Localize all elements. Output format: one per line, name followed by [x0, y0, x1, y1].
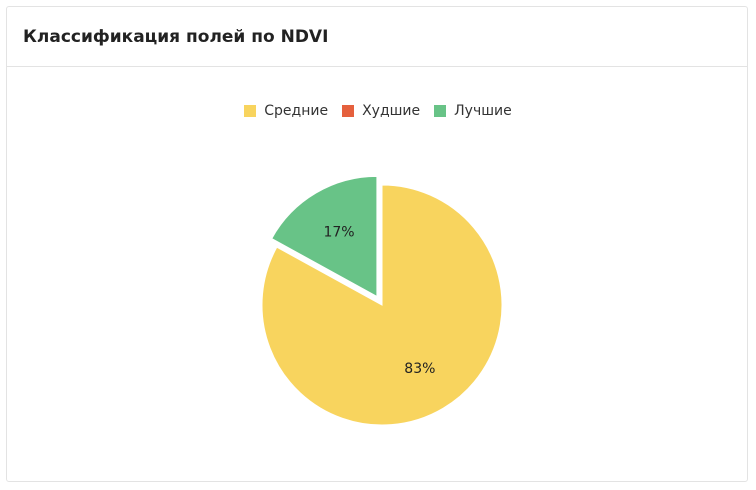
legend-item[interactable]: Худшие	[342, 103, 420, 119]
card-title: Классификация полей по NDVI	[23, 26, 329, 47]
legend-label: Лучшие	[454, 103, 512, 119]
legend-label: Худшие	[362, 103, 421, 119]
card-header: Классификация полей по NDVI	[7, 7, 747, 67]
pie-slice	[271, 175, 378, 298]
legend-item[interactable]: Средние	[244, 103, 328, 119]
legend: Средние Худшие Лучшие	[7, 103, 749, 119]
data-label: 17%	[323, 224, 354, 240]
legend-swatch	[244, 105, 257, 117]
card: Классификация полей по NDVI Средние Худши…	[6, 6, 748, 482]
pie-slice	[261, 184, 503, 426]
legend-swatch	[342, 105, 355, 117]
legend-item[interactable]: Лучшие	[434, 103, 512, 119]
legend-swatch	[434, 105, 447, 117]
legend-label: Средние	[264, 103, 329, 119]
data-label: 83%	[404, 361, 435, 377]
